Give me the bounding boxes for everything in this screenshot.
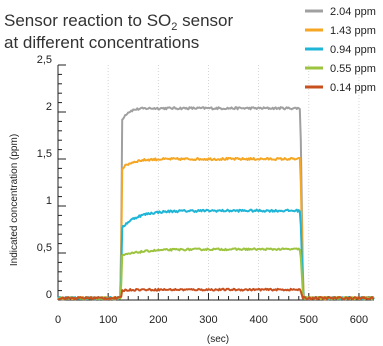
x-tick-label: 200: [149, 314, 167, 326]
legend-label: 2.04 ppm: [330, 6, 376, 18]
series-lines: [57, 106, 375, 301]
y-tick-label: 1: [46, 195, 52, 207]
chart-title-line1: Sensor reaction to SO2 sensor: [4, 11, 233, 33]
legend-label: 0.55 ppm: [330, 63, 376, 75]
title-prefix: Sensor reaction to SO: [4, 11, 171, 30]
title-suffix: sensor: [177, 11, 233, 30]
y-tick-label: 2: [46, 101, 52, 113]
x-tick-label: 400: [249, 314, 267, 326]
y-tick-label: 0: [46, 289, 52, 301]
y-tick-label: 0,5: [37, 242, 52, 254]
y-tick-label: 2,5: [37, 54, 52, 66]
x-tick-label: 300: [199, 314, 217, 326]
series-line-0-94-ppm: [57, 208, 375, 301]
grid: [107, 65, 360, 300]
y-axis-label: Indicated concentration (ppm): [9, 134, 20, 266]
x-tick-label: 500: [300, 314, 318, 326]
series-line-0-55-ppm: [57, 247, 375, 301]
y-tick-labels: 0 0,5 1 1,5 2 2,5: [37, 54, 52, 301]
title-subscript: 2: [171, 21, 177, 33]
x-axis-label: (sec): [207, 334, 229, 345]
y-tick-label: 1,5: [37, 148, 52, 160]
series-line-1-43-ppm: [57, 156, 375, 301]
axes: [57, 64, 374, 301]
x-tick-labels: 0 100 200 300 400 500 600: [55, 314, 368, 326]
series-line-0-14-ppm: [57, 287, 375, 301]
legend-label: 1.43 ppm: [330, 25, 376, 37]
chart-title-line2: at different concentrations: [4, 33, 199, 52]
x-tick-label: 100: [99, 314, 117, 326]
legend-label: 0.94 ppm: [330, 44, 376, 56]
x-tick-label: 0: [55, 314, 61, 326]
series-line-2-04-ppm: [57, 106, 375, 301]
legend-label: 0.14 ppm: [330, 82, 376, 94]
x-tick-label: 600: [350, 314, 368, 326]
legend: 2.04 ppm 1.43 ppm 0.94 ppm 0.55 ppm 0.14 ppm: [305, 6, 376, 94]
